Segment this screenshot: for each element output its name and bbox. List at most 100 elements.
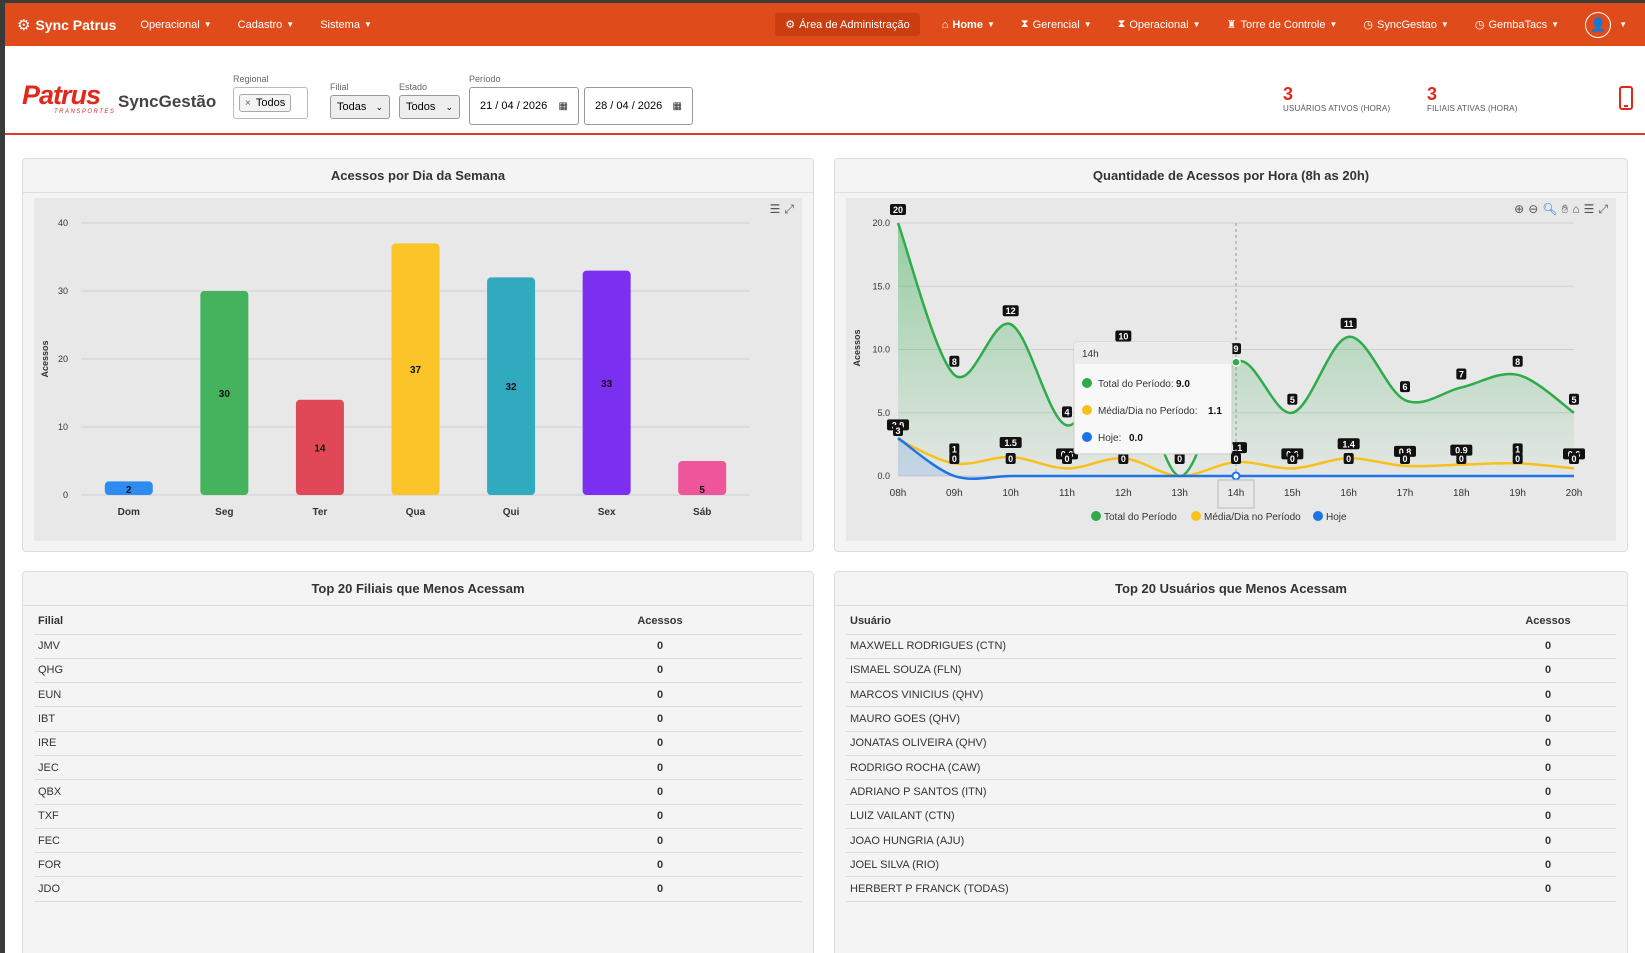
data-label-text: 0 [952,454,957,464]
data-label-text: 7 [1459,369,1464,379]
table-row: HERBERT P FRANCK (TODAS) 0 [846,876,1616,902]
table-row: JDO 0 [34,876,802,902]
usuario-name-cell: JOAO HUNGRIA (AJU) [846,828,1476,854]
data-label-bg [949,453,960,464]
data-label: 0 [1512,453,1523,464]
y-tick-label: 5.0 [877,408,890,418]
date-to-input[interactable]: 28 / 04 / 2026 ▦ [584,87,693,125]
nav-gembatacs-menu[interactable]: ◷ GembaTacs ▼ [1474,18,1559,32]
x-tick-label: 17h [1397,488,1414,499]
remove-icon[interactable]: × [245,97,251,109]
data-label-bg [893,425,903,437]
data-label-bg [999,437,1022,449]
fullscreen-icon[interactable]: ⤢ [1598,202,1608,216]
data-label-bg [1062,406,1072,418]
menu-icon[interactable]: ☰ [769,202,781,216]
reset-home-icon[interactable]: ⌂ [1572,202,1580,216]
x-tick-label: 14h [1228,488,1245,499]
y-tick-label: 0.0 [877,471,890,481]
chevron-down-icon: ⌄ [375,101,383,112]
mobile-phone-icon[interactable] [1619,86,1633,110]
data-label: 0 [1174,453,1185,464]
table-row: RODRIGO ROCHA (CAW) 0 [846,755,1616,781]
data-label-text: 0 [1121,454,1126,464]
access-count-cell: 0 [1476,852,1616,878]
fullscreen-icon[interactable]: ⤢ [784,202,794,216]
user-avatar-button[interactable]: 👤 [1585,11,1612,38]
x-tick-label: 08h [890,488,907,499]
column-header[interactable]: Filial [34,608,514,635]
select-value: Todos [406,101,436,113]
zoom-out-icon[interactable]: ⊖ [1528,202,1539,216]
access-count-cell: 0 [1476,876,1616,902]
nav-label: Gerencial [1032,18,1080,31]
brand-link[interactable]: ⚙ Sync Patrus [17,16,116,34]
access-count-cell: 0 [514,804,802,829]
data-label-text: 6 [1402,382,1407,392]
access-count-cell: 0 [514,658,802,684]
data-label-bg [1287,453,1298,464]
hourly-line-chart: 0.05.010.015.020.0Acessos208124109511678… [852,204,1585,523]
nav-syncgestao-menu[interactable]: ◷ SyncGestao ▼ [1363,18,1448,32]
nav-operacional-menu[interactable]: Operacional ▼ [140,19,211,31]
stat-value: 3 [1427,84,1438,104]
weekday-chart-area: ☰ ⤢ 0 10 20 30 40 Acessos 2 Dom 30 Seg 14 Ter 37 Qua 3… [34,198,802,541]
stat-label: FILIAIS ATIVAS (HORA) [1427,104,1518,113]
access-count-cell: 0 [1476,706,1616,732]
estado-select[interactable]: Todos ⌄ [399,95,460,119]
usuario-name-cell: ADRIANO P SANTOS (ITN) [846,779,1476,805]
nav-label: Cadastro [237,18,283,31]
data-label-bg [1340,317,1357,329]
legend-label: Total do Período [1104,512,1177,523]
data-label-bg [1231,453,1241,464]
stat-active-users: 3 USUÁRIOS ATIVOS (HORA) [1283,84,1390,113]
filial-name-cell: QHG [34,658,514,684]
admin-area-button[interactable]: ⚙ Área de Administração [775,13,920,36]
clock-icon: ◷ [1474,19,1485,31]
data-label: 8 [949,355,960,367]
y-axis-label: Acessos [852,329,862,366]
filial-name-cell: EUN [34,682,514,708]
data-label-text: 5 [1571,395,1576,405]
regional-select[interactable]: × Todos [233,87,308,119]
nav-operacional2-menu[interactable]: ⧗ Operacional ▼ [1118,18,1201,31]
calendar-icon[interactable]: ▦ [672,100,682,112]
data-label-text: 0 [1008,454,1013,464]
data-label-bg [1512,355,1523,367]
data-label-bg [1174,453,1185,464]
access-count-cell: 0 [514,731,802,756]
table-row: JONATAS OLIVEIRA (QHV) 0 [846,731,1616,756]
tooltip-header [1074,342,1232,364]
access-count-cell: 0 [1476,682,1616,708]
tooltip-title: 14h [1082,349,1099,360]
nav-cadastro-menu[interactable]: Cadastro ▼ [238,19,295,31]
pan-hand-icon[interactable]: ✋︎ [1561,202,1569,216]
nav-home-menu[interactable]: ⌂ Home ▼ [942,19,995,31]
data-label: 0 [949,453,960,464]
data-label: 0 [1231,453,1241,464]
zoom-select-icon[interactable]: 🔍︎ [1542,202,1558,216]
caret-down-icon: ▼ [203,20,212,29]
nav-torre-menu[interactable]: ♜ Torre de Controle ▼ [1227,18,1338,32]
usuario-name-cell: MARCOS VINICIUS (QHV) [846,682,1476,708]
menu-icon[interactable]: ☰ [1583,202,1595,216]
zoom-in-icon[interactable]: ⊕ [1514,202,1525,216]
usuario-name-cell: RODRIGO ROCHA (CAW) [846,755,1476,781]
legend-marker [1091,511,1101,521]
column-header[interactable]: Acessos [1476,608,1616,635]
data-label-text: 0 [1290,454,1295,464]
nav-sistema-menu[interactable]: Sistema ▼ [320,19,372,31]
x-category-label: Ter [313,507,328,518]
column-header[interactable]: Acessos [514,608,802,635]
column-header[interactable]: Usuário [846,608,1476,635]
calendar-icon[interactable]: ▦ [558,100,568,112]
data-label: 11 [1340,317,1357,329]
data-label: 0 [1062,453,1072,464]
date-from-input[interactable]: 21 / 04 / 2026 ▦ [469,87,579,125]
filial-select[interactable]: Todas ⌄ [330,95,390,119]
data-label-text: 0 [1459,454,1464,464]
caret-down-icon[interactable]: ▼ [1619,20,1627,29]
data-label-bg [1002,305,1019,317]
filial-name-cell: FEC [34,828,514,854]
nav-gerencial-menu[interactable]: ⧗ Gerencial ▼ [1021,18,1092,31]
